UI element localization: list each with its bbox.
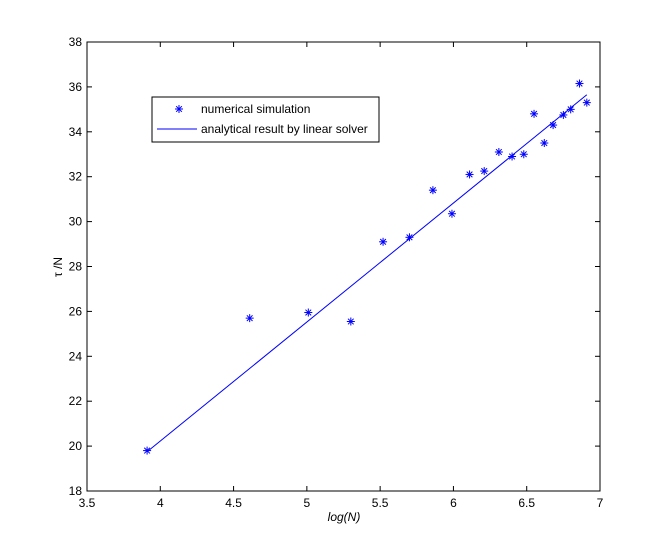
data-point-asterisk <box>559 110 568 119</box>
y-tick-label: 26 <box>69 304 83 318</box>
data-point-asterisk <box>447 209 456 218</box>
y-tick-label: 38 <box>69 35 83 49</box>
data-point-asterisk <box>549 121 558 130</box>
x-tick-label: 6 <box>450 496 457 510</box>
data-point-asterisk <box>428 186 437 195</box>
data-point-asterisk <box>480 167 489 176</box>
x-axis-label: log(N) <box>328 510 361 524</box>
data-point-asterisk <box>379 237 388 246</box>
y-tick-label: 32 <box>69 170 83 184</box>
y-tick-label: 18 <box>69 484 83 498</box>
data-point-asterisk <box>304 308 313 317</box>
x-tick-label: 4 <box>157 496 164 510</box>
x-tick-label: 7 <box>597 496 604 510</box>
legend-box <box>151 96 380 143</box>
y-tick-label: 20 <box>69 439 83 453</box>
y-tick-label: 22 <box>69 394 83 408</box>
data-point-asterisk <box>540 139 549 148</box>
y-tick-label: 28 <box>69 260 83 274</box>
legend-label: analytical result by linear solver <box>201 122 368 136</box>
data-point-asterisk <box>143 446 152 455</box>
y-axis-label: τ /N <box>51 257 65 277</box>
y-tick-label: 30 <box>69 215 83 229</box>
legend-symbol-asterisk <box>175 105 183 113</box>
x-tick-label: 6.5 <box>518 496 535 510</box>
data-point-asterisk <box>508 152 517 161</box>
data-point-asterisk <box>346 317 355 326</box>
x-tick-label: 5.5 <box>372 496 389 510</box>
y-tick-label: 24 <box>69 349 83 363</box>
data-point-asterisk <box>582 98 591 107</box>
x-tick-label: 4.5 <box>225 496 242 510</box>
legend-label: numerical simulation <box>201 102 310 116</box>
x-tick-label: 5 <box>304 496 311 510</box>
data-point-asterisk <box>530 109 539 118</box>
axes: 3.5 4 4.5 5 5.5 6 6.5 7 18 20 22 24 26 28 30 32 34 36 38 <box>69 35 604 510</box>
data-point-asterisk <box>465 170 474 179</box>
y-tick-label: 34 <box>69 125 83 139</box>
x-tick-label: 3.5 <box>79 496 96 510</box>
y-tick-label: 36 <box>69 80 83 94</box>
data-point-asterisk <box>575 79 584 88</box>
data-point-asterisk <box>245 314 254 323</box>
data-point-asterisk <box>494 148 503 156</box>
data-point-asterisk <box>519 150 528 159</box>
data-point-asterisk <box>405 233 414 242</box>
analytical-result-line <box>146 94 588 453</box>
legend: numerical simulation analytical result by… <box>151 96 380 143</box>
data-point-asterisk <box>566 105 575 114</box>
